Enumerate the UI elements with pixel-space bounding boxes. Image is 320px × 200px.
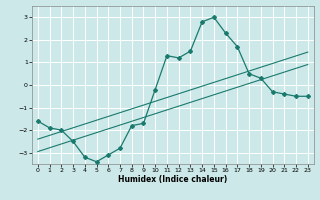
X-axis label: Humidex (Indice chaleur): Humidex (Indice chaleur) xyxy=(118,175,228,184)
